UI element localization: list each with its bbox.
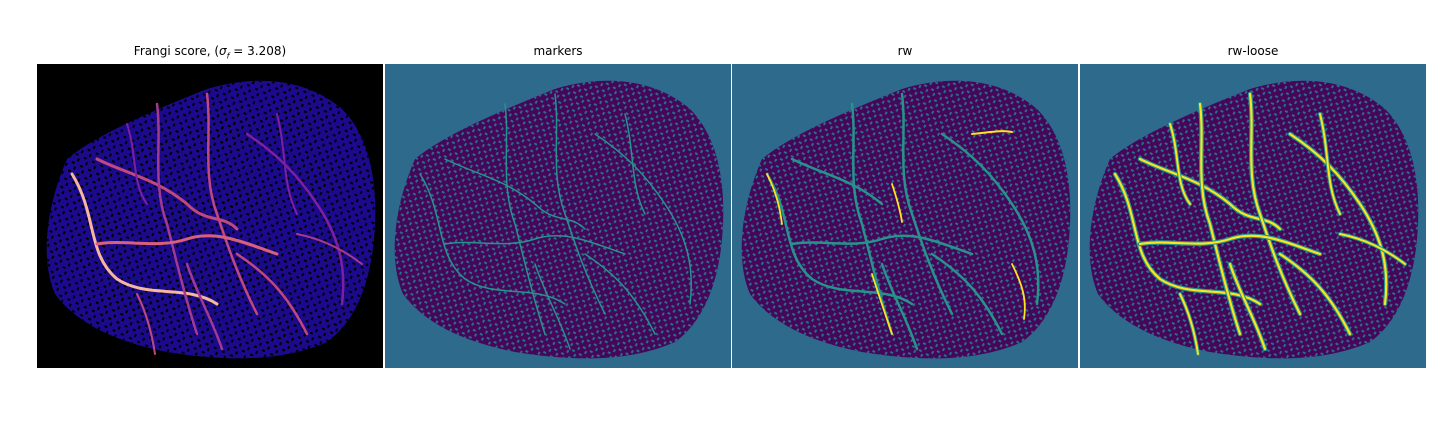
markers-tissue-texture <box>394 80 724 359</box>
rw-tissue-texture <box>741 80 1071 359</box>
panel-title-rw-loose: rw-loose <box>1227 44 1279 58</box>
panel-title-rw: rw <box>897 44 913 58</box>
panel-title-markers: markers <box>533 44 583 58</box>
rw-loose-vessels <box>1112 91 1407 356</box>
rw-svg <box>732 64 1078 368</box>
markers-image <box>385 64 731 368</box>
markers-svg <box>385 64 731 368</box>
frangi-tissue-texture <box>46 80 376 359</box>
rw-vessels <box>765 92 1040 351</box>
frangi-title-sub: f <box>226 51 230 61</box>
frangi-score-image <box>37 64 383 368</box>
rw-loose-svg <box>1080 64 1426 368</box>
rw-loose-image <box>1080 64 1426 368</box>
frangi-title-suffix: = 3.208) <box>229 44 287 58</box>
frangi-score-svg <box>37 64 383 368</box>
rw-image <box>732 64 1078 368</box>
markers-vessels <box>419 93 693 350</box>
frangi-vessels <box>70 92 363 355</box>
frangi-title-prefix: Frangi score, ( <box>133 44 220 58</box>
panel-title-frangi: Frangi score, (σf = 3.208) <box>37 44 383 60</box>
frangi-title-sigma: σ <box>219 44 227 58</box>
